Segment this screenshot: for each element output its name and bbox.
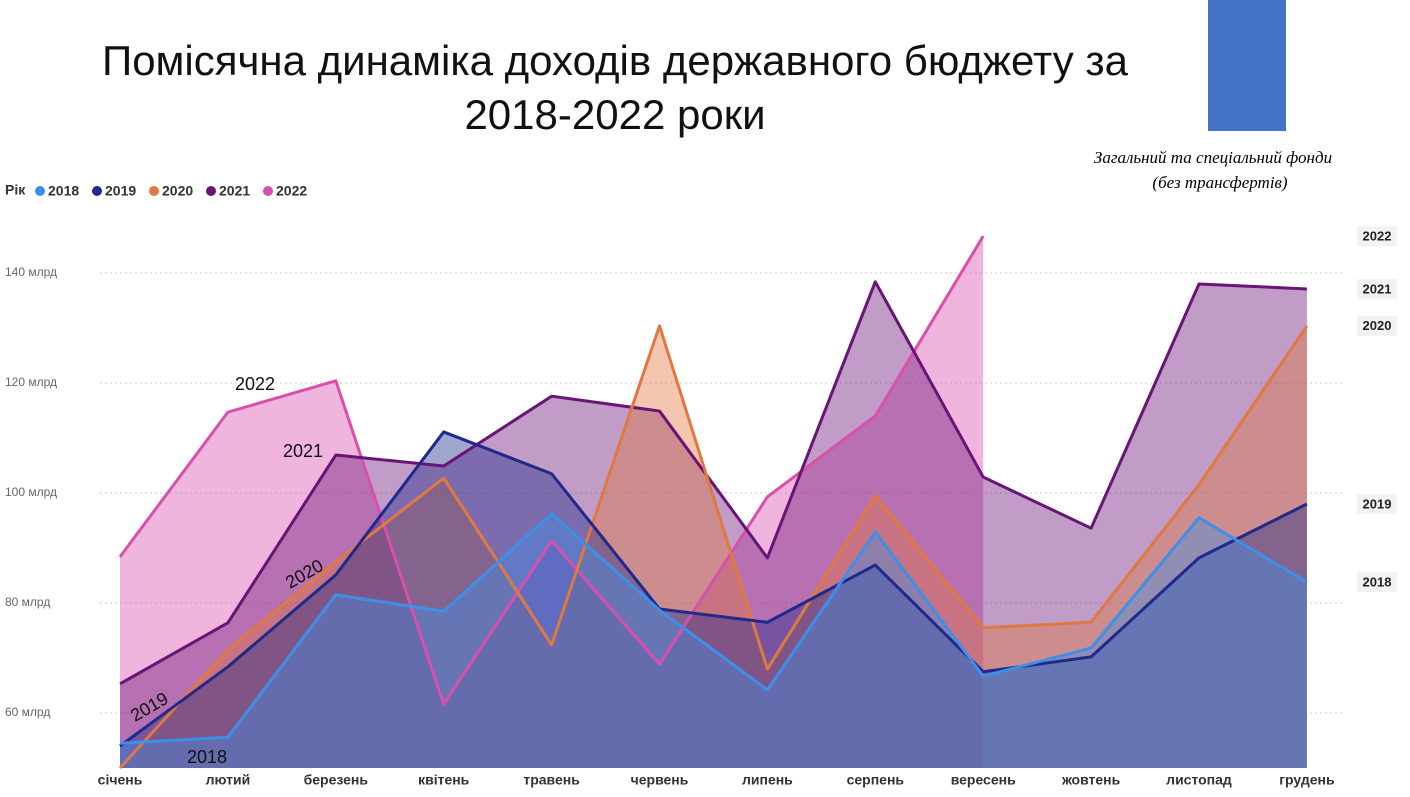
legend-label: 2019 xyxy=(105,183,136,199)
subtitle: Загальний та спеціальний фонди xyxy=(1094,148,1332,167)
line xyxy=(118,324,1309,770)
line xyxy=(118,235,985,706)
x-tick-label: червень xyxy=(631,772,689,788)
area xyxy=(120,236,984,768)
area xyxy=(120,431,1307,768)
legend-marker xyxy=(149,186,159,196)
x-tick-label: листопад xyxy=(1166,772,1232,788)
end-label-bg xyxy=(1357,494,1397,514)
x-tick-label: лютий xyxy=(206,772,251,788)
legend-label: 2022 xyxy=(276,183,307,199)
legend-marker xyxy=(92,186,102,196)
x-tick-label: жовтень xyxy=(1061,772,1121,788)
end-label: 2022 xyxy=(1363,229,1392,244)
area xyxy=(120,513,1307,768)
x-tick-label: грудень xyxy=(1279,772,1335,788)
end-label: 2018 xyxy=(1363,575,1392,590)
line xyxy=(119,280,1307,686)
legend-marker xyxy=(206,186,216,196)
y-tick-label: 80 млрд xyxy=(5,595,50,609)
legend-label: 2020 xyxy=(162,183,193,199)
chart-title: 2018-2022 роки xyxy=(464,91,765,138)
area xyxy=(120,281,1307,768)
legend-title: Рік xyxy=(5,182,26,198)
y-tick-label: 120 млрд xyxy=(5,375,57,389)
annotation: 2018 xyxy=(187,747,227,767)
legend-marker xyxy=(35,186,45,196)
annotation: 2022 xyxy=(235,374,275,394)
area xyxy=(120,325,1307,768)
x-tick-label: серпень xyxy=(847,772,905,788)
chart-title: Помісячна динаміка доходів державного бю… xyxy=(102,37,1129,84)
y-tick-label: 60 млрд xyxy=(5,705,50,719)
end-label: 2021 xyxy=(1363,281,1392,296)
legend-label: 2018 xyxy=(48,183,79,199)
end-label-bg xyxy=(1357,315,1397,336)
line xyxy=(119,430,1308,748)
x-tick-label: вересень xyxy=(951,772,1016,788)
x-tick-label: травень xyxy=(523,772,580,788)
x-tick-label: квітень xyxy=(418,772,470,788)
x-tick-label: березень xyxy=(304,772,369,788)
subtitle: (без трансфертів) xyxy=(1152,173,1288,192)
line xyxy=(119,512,1308,745)
y-tick-label: 140 млрд xyxy=(5,265,57,279)
end-label-bg xyxy=(1357,226,1397,247)
y-tick-label: 100 млрд xyxy=(5,485,57,499)
end-label-bg xyxy=(1357,572,1397,593)
legend-label: 2021 xyxy=(219,183,250,199)
legend-marker xyxy=(263,186,273,196)
x-tick-label: січень xyxy=(98,772,143,788)
x-tick-label: липень xyxy=(742,772,793,788)
end-label: 2019 xyxy=(1363,496,1392,511)
annotation: 2021 xyxy=(283,441,323,461)
end-label-bg xyxy=(1357,278,1397,299)
end-label: 2020 xyxy=(1363,318,1392,333)
decor-block xyxy=(1208,0,1286,131)
